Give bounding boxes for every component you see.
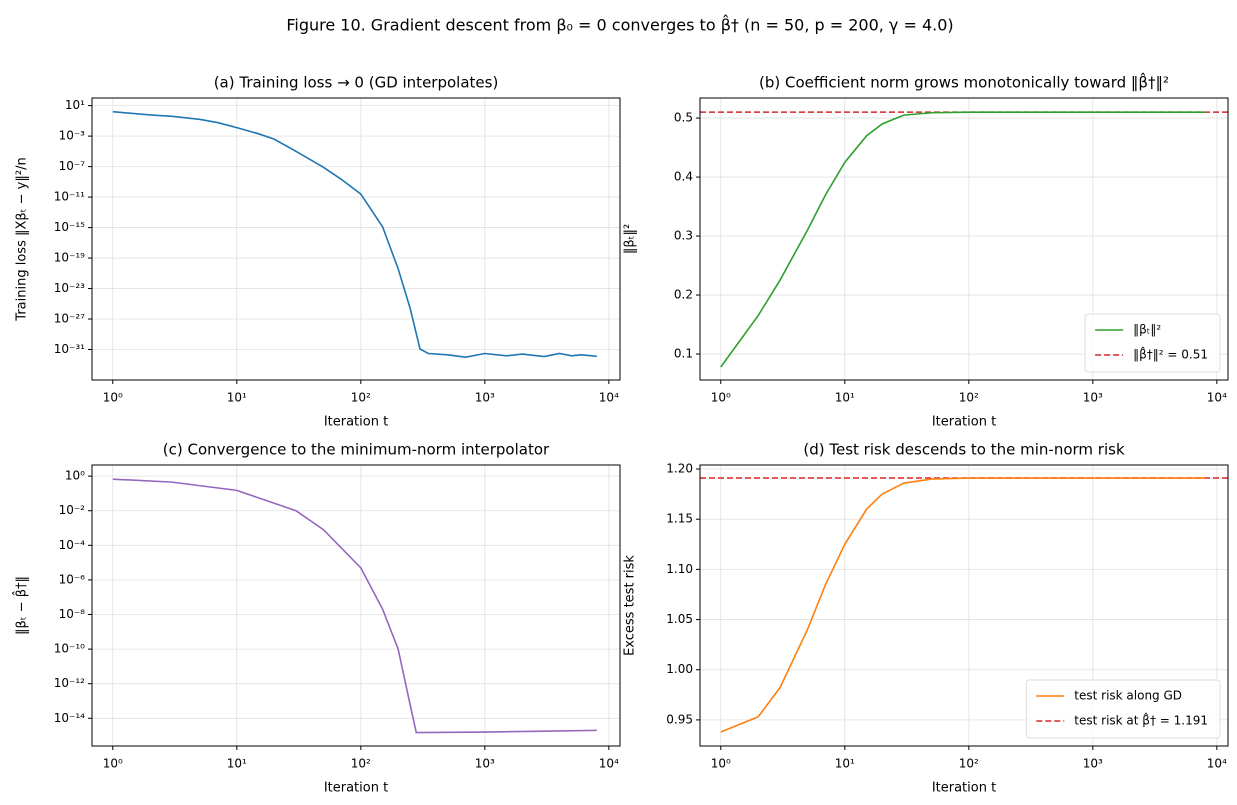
y-tick-label: 1.15 xyxy=(666,512,693,526)
y-tick-label: 10⁻¹¹ xyxy=(54,190,85,204)
data-line xyxy=(112,478,597,734)
y-axis-label: Training loss ‖Xβₜ − y‖²/n xyxy=(15,157,30,321)
y-tick-label: 10⁻⁷ xyxy=(59,159,86,173)
x-tick-label: 10² xyxy=(959,757,979,771)
figure-title: Figure 10. Gradient descent from β₀ = 0 … xyxy=(286,15,953,35)
y-axis-label: ‖βₜ − β̂†‖ xyxy=(12,576,29,635)
y-tick-label: 0.3 xyxy=(674,229,693,243)
x-tick-label: 10⁰ xyxy=(103,391,123,405)
y-tick-label: 10⁻² xyxy=(59,503,86,517)
x-tick-label: 10⁴ xyxy=(1207,391,1227,405)
legend-label: test risk along GD xyxy=(1074,689,1182,703)
legend-label: test risk at β̂† = 1.191 xyxy=(1074,711,1208,727)
x-axis-label: Iteration t xyxy=(932,415,996,430)
data-line xyxy=(112,110,597,358)
legend-box xyxy=(1084,313,1221,373)
y-tick-label: 10⁰ xyxy=(65,469,85,483)
x-tick-label: 10⁰ xyxy=(103,757,123,771)
legend-box xyxy=(1025,679,1221,739)
y-tick-label: 0.5 xyxy=(674,111,693,125)
axes-frame xyxy=(699,464,1229,747)
y-tick-label: 10⁻¹⁵ xyxy=(54,220,85,234)
y-tick-label: 0.2 xyxy=(674,288,693,302)
data-line xyxy=(720,111,1205,368)
y-tick-label: 0.1 xyxy=(674,347,693,361)
x-tick-label: 10⁰ xyxy=(711,391,731,405)
y-axis-label: ‖βₜ‖² xyxy=(623,224,638,254)
y-tick-label: 10⁻³¹ xyxy=(54,342,85,356)
x-tick-label: 10³ xyxy=(1083,391,1103,405)
x-tick-label: 10² xyxy=(351,757,371,771)
chart-title: (d) Test risk descends to the min-norm r… xyxy=(803,441,1125,459)
y-tick-label: 0.4 xyxy=(674,170,693,184)
x-tick-label: 10⁴ xyxy=(599,391,619,405)
y-tick-label: 10⁻¹⁰ xyxy=(54,642,85,656)
x-tick-label: 10⁴ xyxy=(599,757,619,771)
x-axis-label: Iteration t xyxy=(932,781,996,796)
axes-frame xyxy=(91,464,621,747)
y-tick-label: 10⁻²⁷ xyxy=(54,312,85,326)
chart-title: (b) Coefficient norm grows monotonically… xyxy=(759,72,1169,92)
legend-label: ‖βₜ‖² xyxy=(1133,323,1161,337)
x-tick-label: 10¹ xyxy=(227,391,247,405)
y-tick-label: 1.10 xyxy=(666,562,693,576)
y-tick-label: 10⁻²³ xyxy=(54,281,85,295)
y-axis-label: Excess test risk xyxy=(623,555,638,656)
x-tick-label: 10¹ xyxy=(835,757,855,771)
x-tick-label: 10³ xyxy=(475,757,495,771)
x-axis-label: Iteration t xyxy=(324,415,388,430)
axes-frame xyxy=(699,97,1229,381)
y-tick-label: 1.00 xyxy=(666,662,693,676)
chart-title: (a) Training loss → 0 (GD interpolates) xyxy=(214,74,499,92)
legend-label: ‖β̂†‖² = 0.51 xyxy=(1133,345,1208,361)
axes-frame xyxy=(91,97,621,381)
legend: ‖βₜ‖² ‖β̂†‖² = 0.51 xyxy=(1084,313,1221,373)
x-tick-label: 10⁰ xyxy=(711,757,731,771)
y-tick-label: 10⁻¹² xyxy=(54,676,85,690)
data-line xyxy=(720,477,1205,733)
y-tick-label: 1.05 xyxy=(666,612,693,626)
y-tick-label: 10¹ xyxy=(65,98,85,112)
x-tick-label: 10² xyxy=(959,391,979,405)
y-tick-label: 10⁻¹⁴ xyxy=(54,711,85,725)
x-tick-label: 10⁴ xyxy=(1207,757,1227,771)
y-tick-label: 10⁻⁴ xyxy=(59,538,86,552)
x-tick-label: 10³ xyxy=(475,391,495,405)
x-tick-label: 10² xyxy=(351,391,371,405)
y-tick-label: 10⁻⁶ xyxy=(59,572,86,586)
y-tick-label: 10⁻⁸ xyxy=(59,607,86,621)
x-tick-label: 10¹ xyxy=(227,757,247,771)
y-tick-label: 0.95 xyxy=(666,712,693,726)
y-tick-label: 1.20 xyxy=(666,462,693,476)
x-axis-label: Iteration t xyxy=(324,781,388,796)
y-tick-label: 10⁻¹⁹ xyxy=(54,251,85,265)
x-tick-label: 10³ xyxy=(1083,757,1103,771)
chart-title: (c) Convergence to the minimum-norm inte… xyxy=(163,441,550,459)
y-tick-label: 10⁻³ xyxy=(59,129,86,143)
legend: test risk along GD test risk at β̂† = 1.1… xyxy=(1025,679,1221,739)
x-tick-label: 10¹ xyxy=(835,391,855,405)
